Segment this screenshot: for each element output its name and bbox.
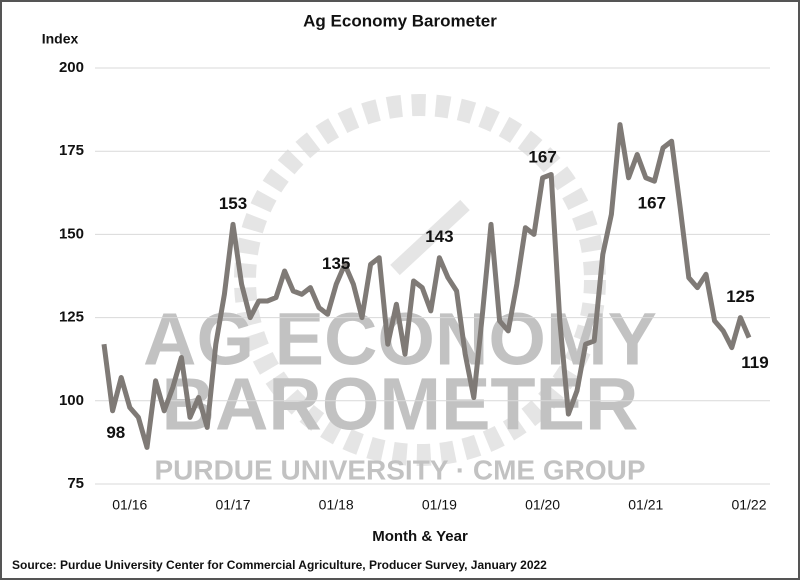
x-tick-label: 01/19 [422, 497, 457, 513]
x-tick-label: 01/18 [319, 497, 354, 513]
y-axis-label: Index [42, 31, 79, 47]
x-tick-label: 01/17 [215, 497, 250, 513]
data-line [101, 122, 752, 450]
y-tick-label: 125 [59, 309, 84, 326]
x-tick-label: 01/21 [628, 497, 663, 513]
gauge-needle [390, 199, 470, 276]
x-tick-label: 01/16 [112, 497, 147, 513]
y-tick-label: 100 [59, 392, 84, 409]
data-label: 119 [741, 353, 768, 372]
data-label: 135 [322, 254, 350, 273]
watermark-text: PURDUE UNIVERSITY · CME GROUP [154, 454, 645, 485]
watermark-text: BAROMETER [162, 363, 639, 446]
data-label: 167 [528, 147, 556, 166]
gauge [234, 94, 606, 466]
data-label: 125 [726, 287, 754, 306]
data-label: 153 [219, 194, 247, 213]
y-tick-label: 75 [67, 475, 84, 492]
data-label: 167 [638, 193, 666, 212]
data-label: 143 [425, 227, 453, 246]
y-tick-label: 200 [59, 59, 84, 76]
chart-title: Ag Economy Barometer [303, 11, 497, 30]
x-axis-label: Month & Year [372, 528, 468, 545]
x-tick-label: 01/20 [525, 497, 560, 513]
data-label: 98 [106, 423, 125, 442]
y-tick-label: 150 [59, 225, 84, 242]
y-tick-label: 175 [59, 142, 84, 159]
source-note: Source: Purdue University Center for Com… [12, 558, 547, 572]
x-tick-label: 01/22 [731, 497, 766, 513]
